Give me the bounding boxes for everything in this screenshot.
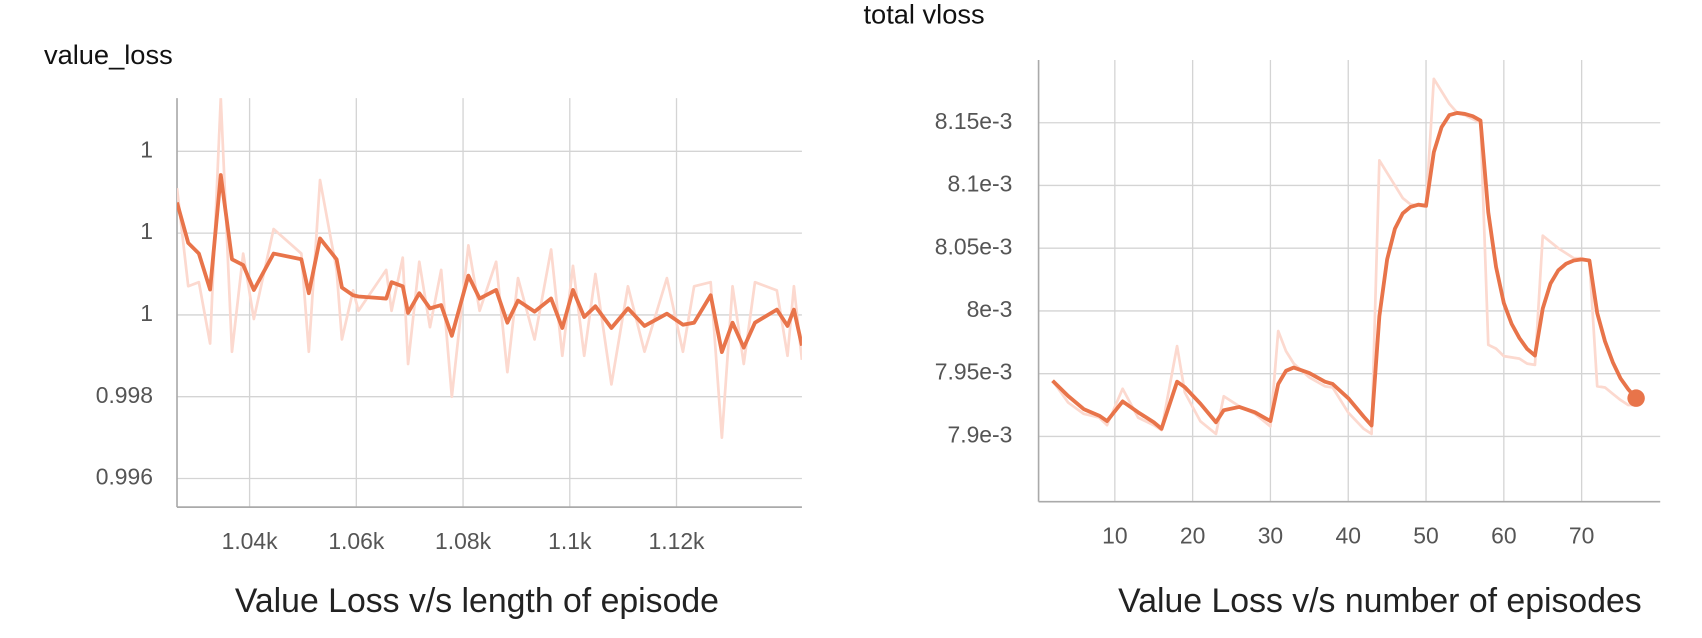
- y-tick-label: 1: [140, 300, 153, 326]
- y-tick-label: 8.1e-3: [948, 171, 1013, 197]
- raw-line: [1051, 77, 1637, 436]
- x-tick-label: 1.12k: [649, 528, 706, 554]
- raw-line: [177, 98, 802, 439]
- smoothed-line: [1051, 111, 1638, 431]
- x-tick-label: 1.04k: [222, 528, 279, 554]
- plot-area: [1051, 77, 1638, 436]
- x-tick-label: 10: [1102, 523, 1127, 549]
- x-tick-label: 60: [1491, 523, 1516, 549]
- x-tick-label: 50: [1413, 523, 1438, 549]
- chart-title: total vloss: [863, 0, 984, 30]
- y-tick-label: 8.15e-3: [935, 108, 1013, 134]
- y-tick-label: 0.998: [96, 382, 153, 408]
- x-tick-label: 40: [1336, 523, 1361, 549]
- x-tick-label: 1.1k: [548, 528, 592, 554]
- y-tick-label: 7.9e-3: [948, 421, 1013, 447]
- y-tick-label: 1: [140, 136, 153, 162]
- x-tick-label: 70: [1569, 523, 1594, 549]
- y-tick-label: 7.95e-3: [935, 359, 1013, 385]
- x-tick-label: 1.06k: [328, 528, 385, 554]
- plot-area: [177, 98, 802, 439]
- smoothed-line: [177, 173, 802, 355]
- y-tick-label: 0.996: [96, 464, 153, 490]
- y-tick-label: 8.05e-3: [935, 233, 1013, 259]
- end-point: [1627, 389, 1645, 407]
- y-tick-label: 1: [140, 218, 153, 244]
- caption: Value Loss v/s number of episodes: [1118, 582, 1642, 620]
- x-tick-label: 1.08k: [435, 528, 492, 554]
- caption: Value Loss v/s length of episode: [235, 582, 719, 620]
- y-tick-label: 8e-3: [967, 296, 1013, 322]
- x-tick-label: 30: [1258, 523, 1283, 549]
- chart-title: value_loss: [44, 39, 173, 70]
- x-tick-label: 20: [1180, 523, 1205, 549]
